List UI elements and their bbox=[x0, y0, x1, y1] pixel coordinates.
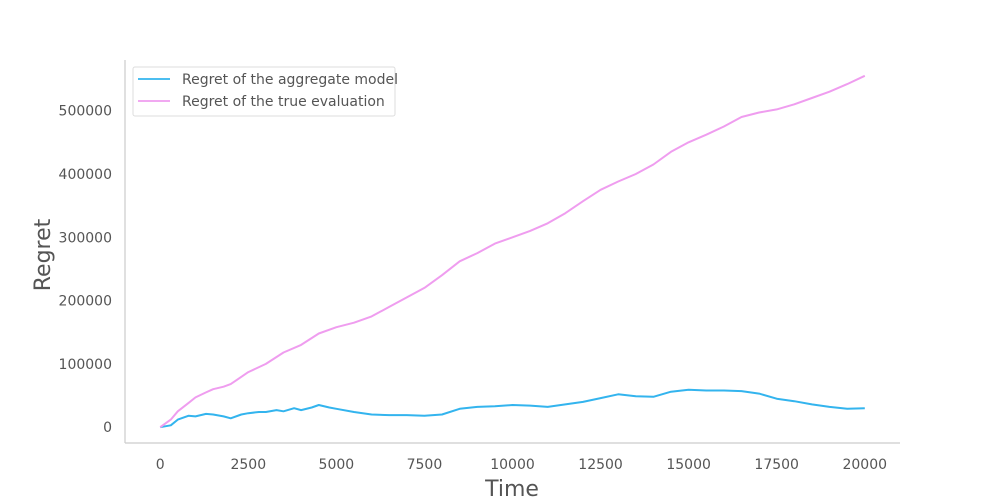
x-tick-label: 2500 bbox=[230, 457, 266, 473]
axes bbox=[124, 60, 900, 444]
x-tick-label: 10000 bbox=[490, 457, 535, 473]
x-tick-label: 7500 bbox=[407, 457, 443, 473]
x-tick-label: 15000 bbox=[666, 457, 711, 473]
y-tick-label: 300000 bbox=[59, 230, 112, 246]
y-tick-label: 100000 bbox=[59, 357, 112, 373]
y-axis-label: Regret bbox=[31, 218, 56, 291]
x-tick-labels: 0 2500 5000 7500 10000 12500 15000 17500 20000 bbox=[156, 457, 887, 473]
x-tick-label: 20000 bbox=[842, 457, 887, 473]
x-tick-label: 17500 bbox=[754, 457, 799, 473]
series bbox=[159, 74, 866, 429]
legend-label-true-evaluation: Regret of the true evaluation bbox=[182, 94, 385, 110]
legend-label-aggregate: Regret of the aggregate model bbox=[182, 72, 398, 88]
y-tick-label: 0 bbox=[103, 420, 112, 436]
x-tick-label: 5000 bbox=[319, 457, 355, 473]
y-tick-labels: 0 100000 200000 300000 400000 500000 bbox=[59, 104, 112, 437]
y-tick-label: 200000 bbox=[59, 294, 112, 310]
y-tick-label: 400000 bbox=[59, 167, 112, 183]
x-axis-label: Time bbox=[484, 477, 539, 500]
legend-box bbox=[132, 66, 396, 117]
x-tick-label: 0 bbox=[156, 457, 165, 473]
y-tick-label: 500000 bbox=[59, 104, 112, 120]
x-tick-label: 12500 bbox=[578, 457, 623, 473]
legend: Regret of the aggregate model Regret of … bbox=[132, 66, 398, 117]
series-line-true-evaluation bbox=[159, 74, 866, 429]
series-line-aggregate bbox=[160, 388, 865, 429]
